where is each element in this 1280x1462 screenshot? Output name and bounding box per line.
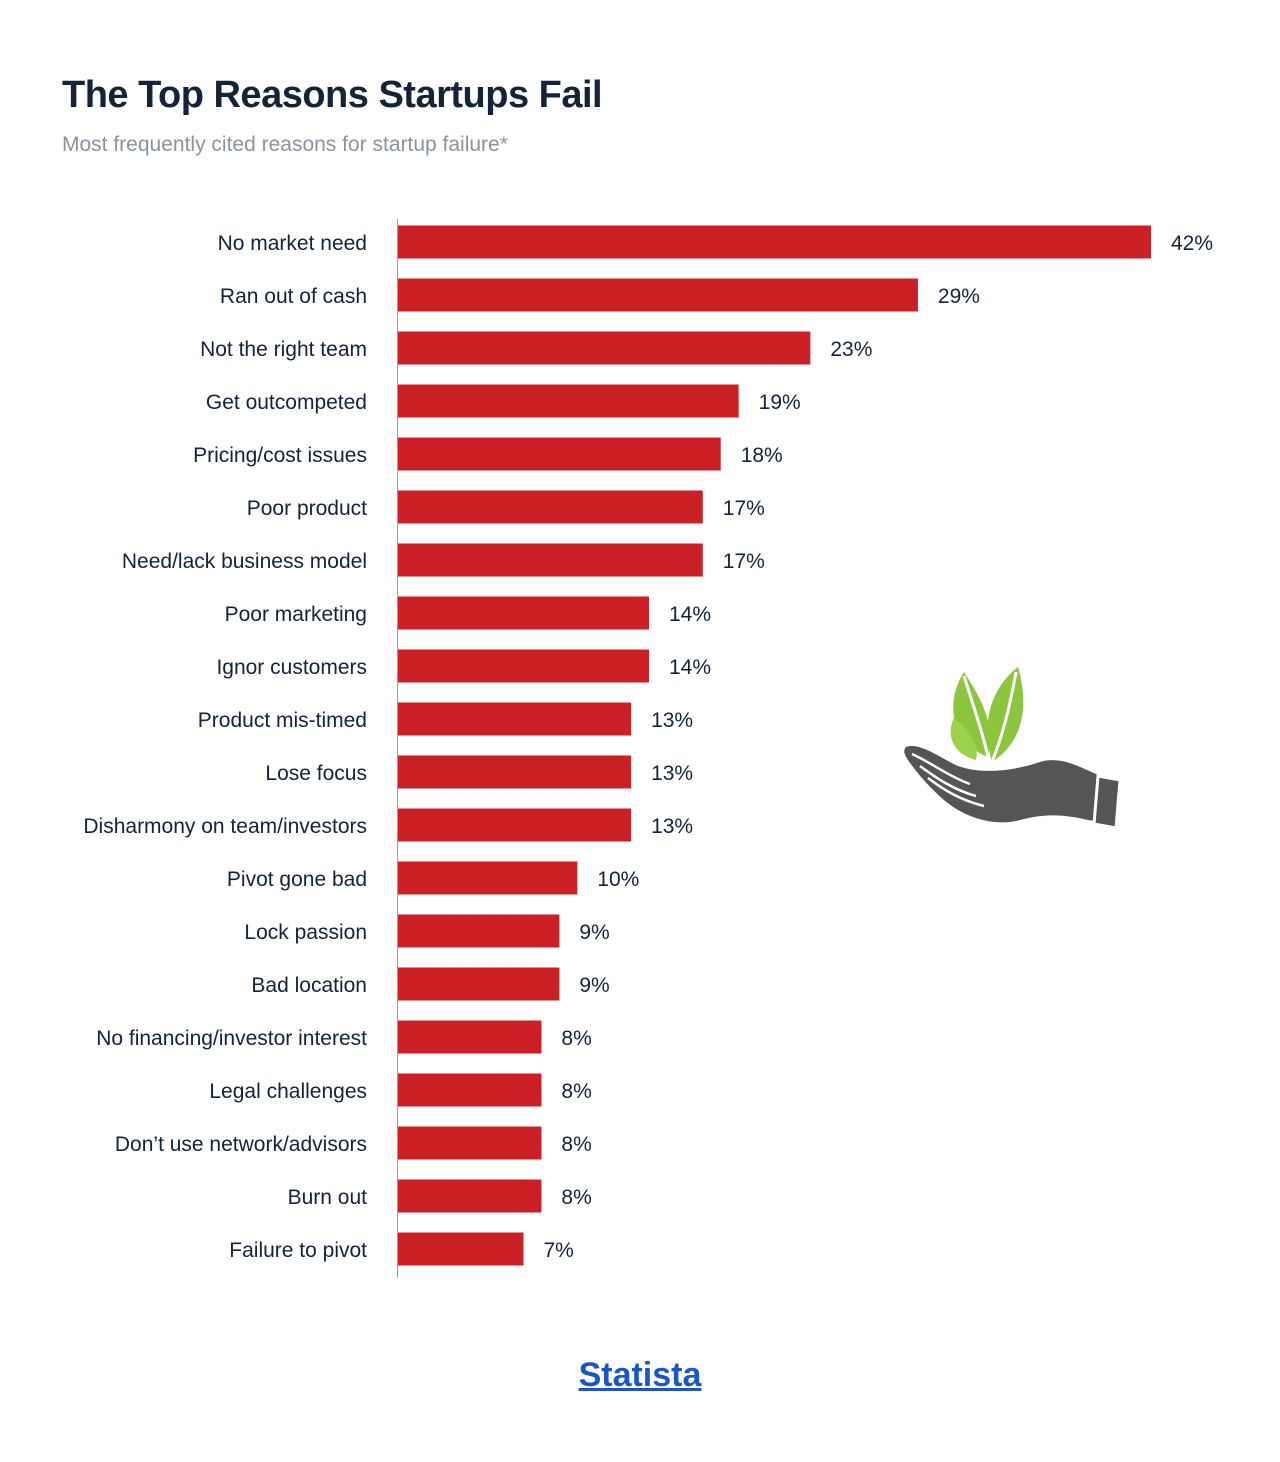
value-label: 23% [830,338,872,361]
leaf-right [987,667,1024,762]
hand-shape [904,746,1104,823]
category-label: Need/lack business model [122,550,367,573]
value-label: 19% [759,391,801,414]
value-label: 17% [723,550,765,573]
bar [398,1232,524,1266]
bar [398,914,560,948]
category-label: Poor marketing [225,603,367,626]
value-label: 13% [651,815,693,838]
hand-finger-lines [911,752,985,808]
bar [398,1179,542,1213]
bar [398,702,632,736]
value-label: 17% [723,497,765,520]
hand-holding-leaves-icon [904,667,1122,830]
bar [398,543,703,577]
value-label: 42% [1171,232,1213,255]
value-label: 14% [669,656,711,679]
bar [398,1020,542,1054]
category-label: Failure to pivot [229,1239,367,1262]
bar [398,861,578,895]
category-label: Disharmony on team/investors [83,815,367,838]
bar [398,1073,542,1107]
category-label: Poor product [247,497,367,520]
leaf-small [950,718,977,760]
category-label: Pivot gone bad [227,868,367,891]
source-link[interactable]: Statista [578,1356,702,1394]
value-label: 8% [561,1133,591,1156]
category-label: Lock passion [244,921,367,944]
bar-chart: No market need 42% Ran out of cash 29% Not t… [83,219,1213,1278]
bar [398,490,703,524]
category-label: Get outcompeted [206,391,367,414]
value-label: 9% [579,974,609,997]
bar [398,331,811,365]
category-label: Pricing/cost issues [193,444,367,467]
category-label: No financing/investor interest [96,1027,367,1050]
category-label: Ran out of cash [220,285,367,308]
category-label: No market need [218,232,367,255]
value-label: 14% [669,603,711,626]
chart-title: The Top Reasons Startups Fail [62,74,603,116]
bar [398,1126,542,1160]
bar [398,437,721,471]
value-label: 8% [561,1080,591,1103]
value-label: 13% [651,709,693,732]
value-label: 9% [579,921,609,944]
category-label: Burn out [288,1186,368,1209]
bar [398,384,739,418]
bar [398,808,632,842]
bar [398,649,649,683]
category-label: Legal challenges [209,1080,367,1103]
bar [398,755,632,789]
chart-subtitle: Most frequently cited reasons for startu… [62,133,508,156]
category-label: Lose focus [265,762,367,785]
category-label: Product mis-timed [198,709,367,732]
value-label: 8% [561,1186,591,1209]
category-label: Don’t use network/advisors [115,1133,367,1156]
value-label: 7% [544,1239,574,1262]
leaf-right-vein [990,671,1018,763]
value-label: 13% [651,762,693,785]
bar [398,596,649,630]
category-label: Bad location [251,974,367,997]
category-label: Not the right team [200,338,367,361]
value-label: 18% [741,444,783,467]
category-label: Ignor customers [216,656,367,679]
bar [398,967,560,1001]
leaf-left-vein [962,675,990,758]
hand-cuff [1092,774,1122,830]
value-label: 10% [597,868,639,891]
bar [398,278,918,312]
value-label: 29% [938,285,980,308]
bar [398,225,1151,259]
value-label: 8% [561,1027,591,1050]
